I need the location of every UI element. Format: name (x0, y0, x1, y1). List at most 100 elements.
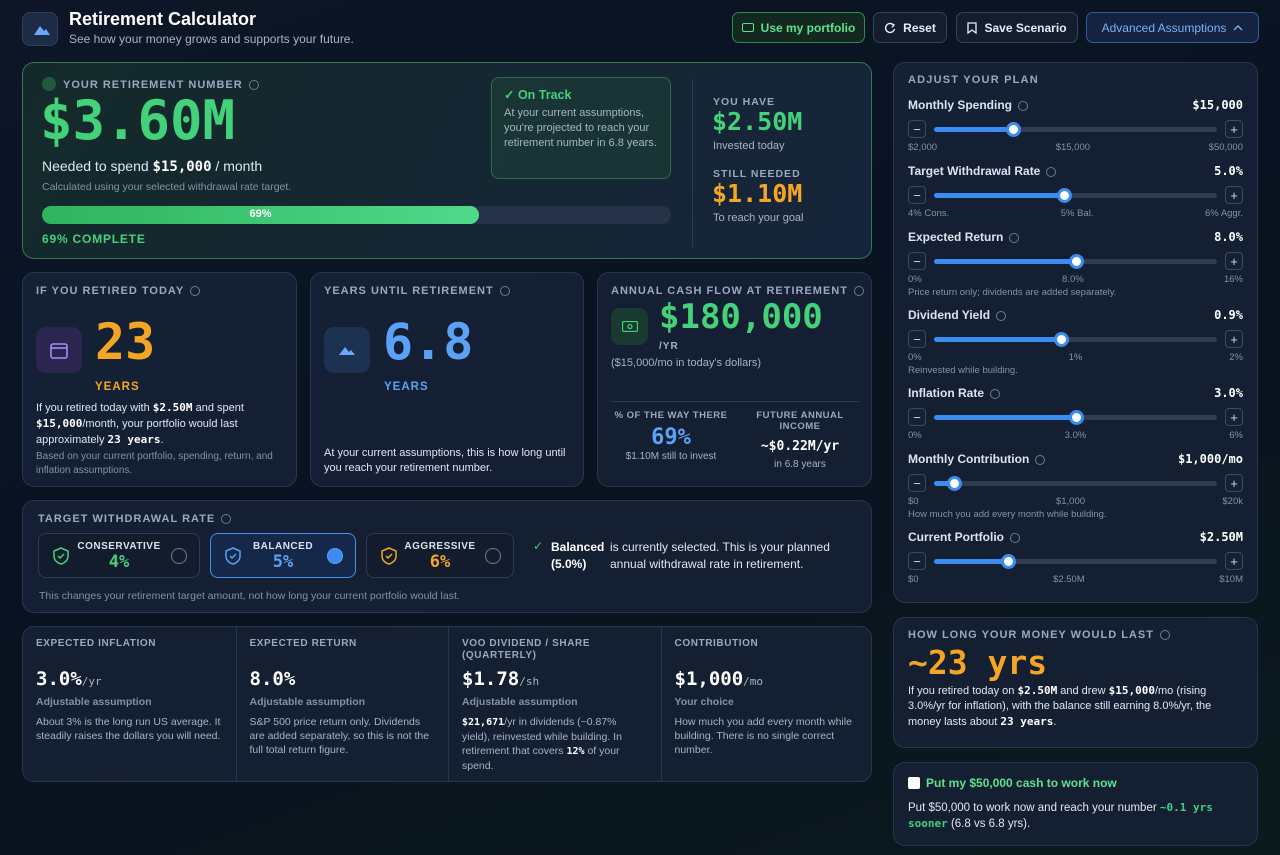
slider-tick-label: $1,000 (1055, 496, 1086, 507)
text: /month, your portfolio would last approx… (36, 418, 238, 446)
slider-track (934, 121, 1217, 137)
assumption-text: How much you add every month while build… (675, 715, 860, 757)
minus-button[interactable]: − (908, 330, 926, 348)
slider-ticks: 0% 3.0% 6% (908, 430, 1243, 442)
plus-button[interactable]: + (1225, 474, 1243, 492)
slider-thumb (1057, 187, 1073, 203)
way-sub: $1.10M still to invest (625, 451, 717, 462)
option-name: AGGRESSIVE (404, 541, 476, 552)
slider-thumb (1054, 331, 1070, 347)
slider-row: − + (908, 470, 1243, 496)
slider-header: Current Portfolio $2.50M (908, 528, 1243, 546)
text: S&P 500 price return only. Dividends are… (249, 716, 430, 756)
slider-tick-label: $20k (1222, 496, 1243, 507)
minus-button[interactable]: − (908, 252, 926, 270)
option-rate: 4% (108, 552, 130, 572)
info-icon (1010, 532, 1020, 543)
info-icon (1046, 166, 1057, 177)
minus-button[interactable]: − (908, 186, 926, 204)
slider-value: $2.50M (1199, 530, 1243, 544)
conservative-option[interactable]: CONSERVATIVE 4% (38, 533, 200, 578)
plus-button[interactable]: + (1225, 186, 1243, 204)
slider-row: − + (908, 326, 1243, 352)
slider-row: − + (908, 404, 1243, 430)
chevron-icon (1233, 24, 1243, 30)
unit: /mo (743, 675, 764, 688)
use-portfolio-button[interactable]: Use my portfolio (732, 12, 865, 43)
plus-button[interactable]: + (1225, 330, 1243, 348)
info-icon (499, 286, 510, 297)
value: 8.0% (249, 668, 296, 690)
assumption-text: $21,671/yr in dividends (~0.87% yield), … (462, 715, 647, 773)
advanced-button[interactable]: Advanced Assumptions (1086, 12, 1259, 43)
slider-label-wrap: Dividend Yield (908, 308, 1007, 322)
app-subtitle: See how your money grows and supports yo… (69, 32, 354, 46)
slider-list: Monthly Spending $15,000− + $2,000 $15,000 $5… (908, 96, 1243, 586)
calendar-glyph (50, 343, 68, 359)
slider-tick-label: 2% (1229, 352, 1243, 363)
years-until-card: YEARS UNTIL RETIREMENT 6.8 YEARS At your… (310, 272, 584, 487)
status-text: At your current assumptions, you're proj… (504, 107, 657, 149)
text: /yr in dividends (~0.87% yield), reinves… (462, 716, 622, 757)
info-icon (990, 388, 1001, 399)
slider-tick-label: 6% (1229, 430, 1243, 441)
text: Put $50,000 to work now and reach your n… (908, 802, 1160, 814)
slider-value: 0.9% (1214, 308, 1243, 322)
slider-label: Dividend Yield (908, 308, 991, 322)
cash-flow-value: $180,000 (659, 297, 823, 337)
info-icon (1159, 630, 1170, 641)
slider-track (934, 331, 1217, 347)
plus-button[interactable]: + (1225, 408, 1243, 426)
card-title-text: IF YOU RETIRED TODAY (36, 285, 185, 297)
slider-fill (934, 336, 1062, 342)
minus-button[interactable]: − (908, 408, 926, 426)
reset-button[interactable]: Reset (873, 12, 947, 43)
hero-amount: $3.60M (40, 89, 236, 152)
slider-label-wrap: Target Withdrawal Rate (908, 164, 1057, 178)
divider (611, 401, 859, 402)
assumption-text: About 3% is the long run US average. It … (36, 715, 222, 743)
bookmark-icon (967, 21, 978, 34)
assumption-title: EXPECTED RETURN (249, 638, 357, 649)
plus-button[interactable]: + (1225, 252, 1243, 270)
shield-icon (53, 547, 69, 565)
balanced-option[interactable]: BALANCED 5% (210, 533, 356, 578)
slider-fill (934, 558, 1008, 564)
slider-track (934, 475, 1217, 491)
slider-ticks: $2,000 $15,000 $50,000 (908, 142, 1243, 154)
plus-button[interactable]: + (1225, 552, 1243, 570)
slider: Target Withdrawal Rate 5.0% − +4% Cons. 5% B… (908, 162, 1243, 220)
slider-fill (934, 258, 1076, 264)
hero-card: YOUR RETIREMENT NUMBER $3.60M Needed to … (22, 62, 872, 259)
future-sub: in 6.8 years (774, 459, 826, 470)
option-name: CONSERVATIVE (77, 541, 161, 552)
slider-tick-label: 0% (908, 352, 922, 363)
hero-label-text: YOUR RETIREMENT NUMBER (63, 79, 243, 91)
needed-value: $1.10M (712, 179, 803, 208)
slider-ticks: 4% Cons. 5% Bal. 6% Aggr. (908, 208, 1243, 220)
plus-button[interactable]: + (1225, 120, 1243, 138)
minus-button[interactable]: − (908, 120, 926, 138)
checkbox[interactable] (908, 777, 920, 789)
slider-ticks: 0% 1% 2% (908, 352, 1243, 364)
cash-flow-card: ANNUAL CASH FLOW AT RETIREMENT $180,000 … (597, 272, 872, 487)
aggressive-option[interactable]: AGGRESSIVE 6% (366, 533, 514, 578)
minus-button[interactable]: − (908, 552, 926, 570)
radio (171, 548, 187, 564)
minus-button[interactable]: − (908, 474, 926, 492)
text: How much you add every month while build… (674, 716, 852, 756)
button-label: Save Scenario (984, 20, 1067, 35)
app-title: Retirement Calculator (69, 9, 257, 29)
slider-thumb (946, 475, 962, 491)
cash-flow-sub: ($15,000/mo in today's dollars) (611, 357, 762, 369)
text: About 3% is the long run US average. It … (36, 716, 221, 742)
slider-tick-label: $10M (1219, 574, 1243, 585)
save-button[interactable]: Save Scenario (956, 12, 1078, 43)
hero-label: YOUR RETIREMENT NUMBER (63, 79, 259, 91)
em: 12% (566, 746, 585, 757)
big-value: 23 (95, 313, 156, 371)
cash-checkbox-row[interactable]: Put my $50,000 cash to work now (908, 776, 1243, 790)
unit: /sh (519, 675, 540, 688)
slider-thumb (1006, 121, 1022, 137)
text: If you retired today with (36, 402, 153, 414)
